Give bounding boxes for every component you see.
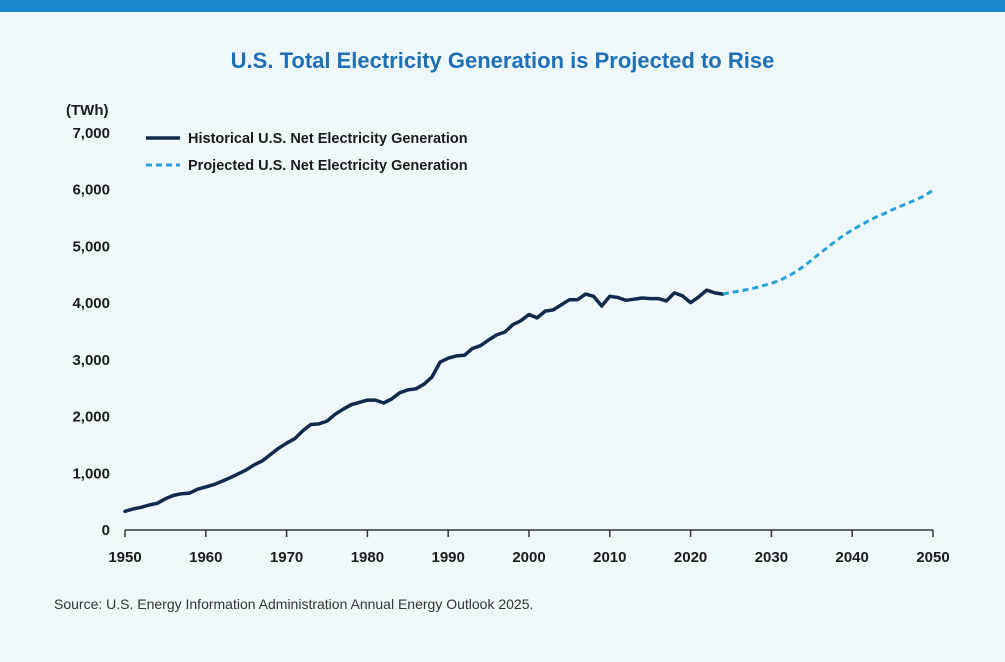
series-line-projected [722, 189, 934, 296]
y-tick-label: 7,000 [72, 125, 110, 142]
series-layer [123, 189, 934, 514]
y-tick-label: 5,000 [72, 238, 110, 255]
x-tick-label: 2000 [512, 549, 545, 566]
y-tick-label: 0 [102, 522, 110, 539]
x-tick-label: 2030 [755, 549, 788, 566]
legend-historical-label: Historical U.S. Net Electricity Generati… [188, 131, 468, 147]
x-tick-label: 1960 [189, 549, 222, 566]
y-tick-label: 1,000 [72, 465, 110, 482]
y-tick-label: 2,000 [72, 409, 110, 426]
y-tick-label: 6,000 [72, 182, 110, 199]
x-tick-label: 1990 [432, 549, 465, 566]
x-tick-label: 2010 [593, 549, 626, 566]
legend: Historical U.S. Net Electricity Generati… [146, 131, 468, 174]
y-tick-label: 3,000 [72, 352, 110, 369]
x-tick-label: 2040 [836, 549, 869, 566]
y-axis: 0 1,000 2,000 3,000 4,000 5,000 6,000 7,000 [72, 125, 110, 539]
x-axis: 1950 1960 1970 1980 1990 2000 2010 2020 2030 2040… [108, 530, 950, 566]
x-tick-label: 2020 [674, 549, 707, 566]
chart-title: U.S. Total Electricity Generation is Pro… [230, 48, 775, 73]
y-tick-label: 4,000 [72, 295, 110, 312]
legend-projected-label: Projected U.S. Net Electricity Generatio… [188, 158, 468, 174]
x-tick-label: 1950 [108, 549, 141, 566]
x-tick-label: 2050 [916, 549, 949, 566]
source-note: Source: U.S. Energy Information Administ… [54, 596, 534, 612]
y-axis-unit-label: (TWh) [66, 102, 108, 119]
x-tick-label: 1970 [270, 549, 303, 566]
x-tick-label: 1980 [351, 549, 384, 566]
series-line-historical [123, 288, 725, 514]
top-band [0, 0, 1005, 12]
